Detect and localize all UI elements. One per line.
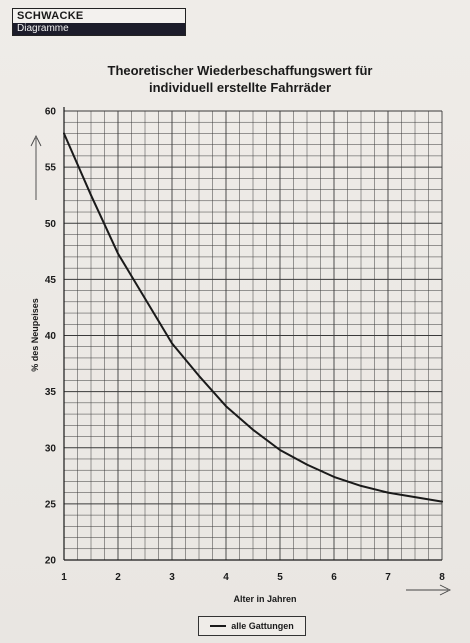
x-axis-label: Alter in Jahren — [233, 594, 296, 604]
y-tick-label: 50 — [45, 219, 57, 230]
x-tick-label: 3 — [169, 572, 175, 583]
data-point — [144, 297, 146, 300]
x-tick-label: 2 — [115, 572, 121, 583]
data-point — [63, 132, 65, 135]
y-tick-label: 20 — [45, 556, 57, 567]
data-point — [198, 375, 200, 377]
legend: alle Gattungen — [198, 616, 306, 636]
y-tick-label: 35 — [45, 387, 57, 398]
data-point — [171, 342, 173, 345]
x-tick-label: 1 — [61, 572, 67, 583]
data-point — [333, 476, 335, 478]
data-point — [225, 405, 227, 408]
data-point — [441, 500, 443, 503]
data-point — [279, 449, 281, 451]
x-tick-label: 7 — [385, 572, 391, 583]
data-point — [360, 485, 362, 487]
y-axis-arrow-icon — [30, 134, 42, 200]
legend-swatch — [210, 625, 227, 627]
y-axis-label: % des Neupeises — [30, 298, 40, 372]
legend-label: alle Gattungen — [231, 621, 294, 631]
brand-name: SCHWACKE — [13, 9, 185, 23]
x-tick-label: 4 — [223, 572, 229, 583]
chart-title: Theoretischer Wiederbeschaffungswert für… — [40, 62, 440, 96]
data-point — [387, 491, 389, 494]
x-axis-arrow-icon — [406, 584, 452, 596]
section-label: Diagramme — [13, 23, 185, 35]
data-point — [414, 496, 416, 499]
data-point — [117, 252, 119, 255]
y-tick-label: 55 — [45, 163, 57, 174]
x-tick-label: 5 — [277, 572, 283, 583]
data-point — [252, 428, 254, 431]
brand-header: SCHWACKE Diagramme — [12, 8, 186, 36]
data-point — [306, 463, 308, 466]
y-tick-label: 40 — [45, 331, 57, 342]
x-tick-label: 8 — [439, 572, 445, 583]
y-tick-label: 60 — [45, 107, 57, 118]
chart-title-line-1: Theoretischer Wiederbeschaffungswert für — [107, 63, 373, 78]
y-tick-label: 30 — [45, 443, 57, 454]
chart-title-line-2: individuell erstellte Fahrräder — [148, 80, 332, 95]
y-tick-label: 25 — [45, 499, 57, 510]
x-tick-label: 6 — [331, 572, 337, 583]
data-point — [90, 194, 92, 197]
y-tick-label: 45 — [45, 275, 57, 286]
